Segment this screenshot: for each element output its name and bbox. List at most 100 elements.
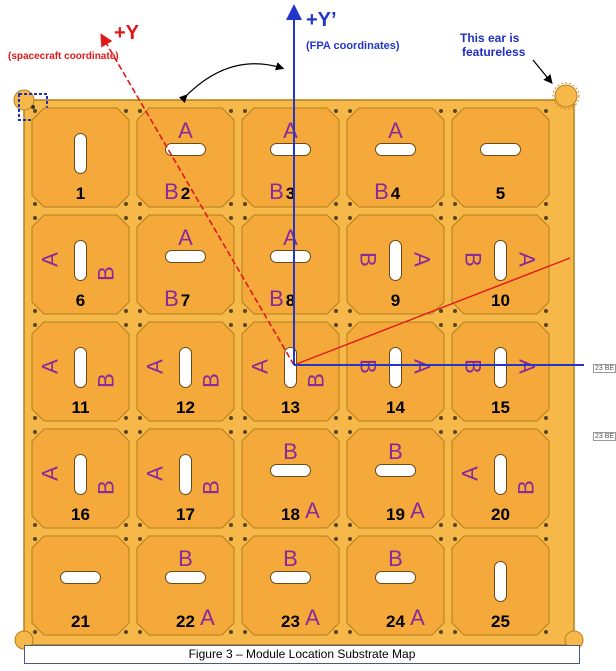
mount-hole xyxy=(243,309,247,313)
module-outline xyxy=(346,428,445,529)
rotation-arc xyxy=(178,62,285,104)
pin-label-b: B xyxy=(461,252,486,267)
mount-hole xyxy=(453,323,457,327)
module-number: 1 xyxy=(76,184,85,203)
mount-hole xyxy=(138,430,142,434)
mount-hole xyxy=(334,109,338,113)
module-number: 4 xyxy=(391,184,401,203)
connector-slot xyxy=(179,347,192,388)
module-3: 3 A B xyxy=(241,107,340,208)
pin-label-a: A xyxy=(388,118,403,143)
pin-label-a: A xyxy=(305,605,320,630)
pin-label-b: B xyxy=(356,252,381,267)
pin-label-a: A xyxy=(178,225,193,250)
mount-hole xyxy=(348,430,352,434)
pin-label-b: B xyxy=(304,373,329,388)
mount-hole xyxy=(124,202,128,206)
mount-hole xyxy=(124,323,128,327)
connector-slot xyxy=(375,571,416,584)
module-outline xyxy=(241,214,340,315)
pin-label-a: A xyxy=(515,252,540,267)
module-number: 3 xyxy=(286,184,295,203)
mount-hole xyxy=(33,323,37,327)
mount-hole xyxy=(453,109,457,113)
module-number: 24 xyxy=(386,612,405,631)
pin-label-b: B xyxy=(269,286,284,311)
mount-hole xyxy=(243,216,247,220)
pin-label-b: B xyxy=(514,480,539,495)
mount-hole xyxy=(33,630,37,634)
mount-hole xyxy=(229,416,233,420)
pin-label-a: A xyxy=(410,252,435,267)
connector-slot xyxy=(74,133,87,174)
mount-hole xyxy=(243,416,247,420)
pin-label-a: A xyxy=(200,605,215,630)
mount-hole xyxy=(33,109,37,113)
mount-hole xyxy=(453,216,457,220)
mount-hole xyxy=(334,416,338,420)
module-number: 23 xyxy=(281,612,300,631)
module-25: 25 xyxy=(451,535,550,636)
mount-hole xyxy=(229,523,233,527)
mount-hole xyxy=(124,630,128,634)
mount-hole xyxy=(124,537,128,541)
ear-annotation-line1: This ear is xyxy=(460,31,520,45)
module-outline xyxy=(346,107,445,208)
mount-hole xyxy=(138,630,142,634)
module-outline xyxy=(451,107,550,208)
mount-hole xyxy=(33,216,37,220)
mount-hole xyxy=(124,523,128,527)
mount-hole xyxy=(348,109,352,113)
mount-hole xyxy=(439,202,443,206)
connector-slot xyxy=(494,240,507,281)
mount-hole xyxy=(348,416,352,420)
mount-hole xyxy=(138,109,142,113)
mount-hole xyxy=(229,323,233,327)
mount-hole xyxy=(124,109,128,113)
mount-hole xyxy=(33,416,37,420)
mount-hole xyxy=(439,630,443,634)
mount-hole xyxy=(348,309,352,313)
mount-hole xyxy=(544,323,548,327)
mount-hole xyxy=(334,537,338,541)
module-21: 21 xyxy=(31,535,130,636)
module-outline xyxy=(241,428,340,529)
connector-slot xyxy=(165,250,206,263)
module-outline xyxy=(136,535,235,636)
pin-label-a: A xyxy=(458,466,483,481)
pin-label-b: B xyxy=(94,480,119,495)
mount-hole xyxy=(439,430,443,434)
mount-hole xyxy=(544,630,548,634)
mount-hole xyxy=(243,323,247,327)
mount-hole xyxy=(243,202,247,206)
module-16: 16 A B xyxy=(31,428,130,529)
module-13: 13 A B xyxy=(241,321,340,422)
module-9: 9 B A xyxy=(346,214,445,315)
mount-hole xyxy=(544,523,548,527)
mount-hole xyxy=(334,523,338,527)
module-6: 6 A B xyxy=(31,214,130,315)
mount-hole xyxy=(544,430,548,434)
mount-hole xyxy=(334,630,338,634)
module-outline xyxy=(241,107,340,208)
module-number: 19 xyxy=(386,505,405,524)
side-tag-1: 23 BE xyxy=(593,364,616,373)
pin-label-a: A xyxy=(178,118,193,143)
ear-hole xyxy=(31,105,35,109)
mount-hole xyxy=(334,323,338,327)
mount-hole xyxy=(33,523,37,527)
module-11: 11 A B xyxy=(31,321,130,422)
pin-label-b: B xyxy=(94,373,119,388)
pin-label-b: B xyxy=(388,546,403,571)
module-23: 23 B A xyxy=(241,535,340,636)
module-outline xyxy=(136,214,235,315)
module-number: 5 xyxy=(496,184,505,203)
mount-hole xyxy=(439,416,443,420)
mount-hole xyxy=(348,323,352,327)
module-number: 13 xyxy=(281,398,300,417)
module-number: 9 xyxy=(391,291,400,310)
module-2: 2 A B xyxy=(136,107,235,208)
mount-hole xyxy=(138,537,142,541)
connector-slot xyxy=(74,347,87,388)
